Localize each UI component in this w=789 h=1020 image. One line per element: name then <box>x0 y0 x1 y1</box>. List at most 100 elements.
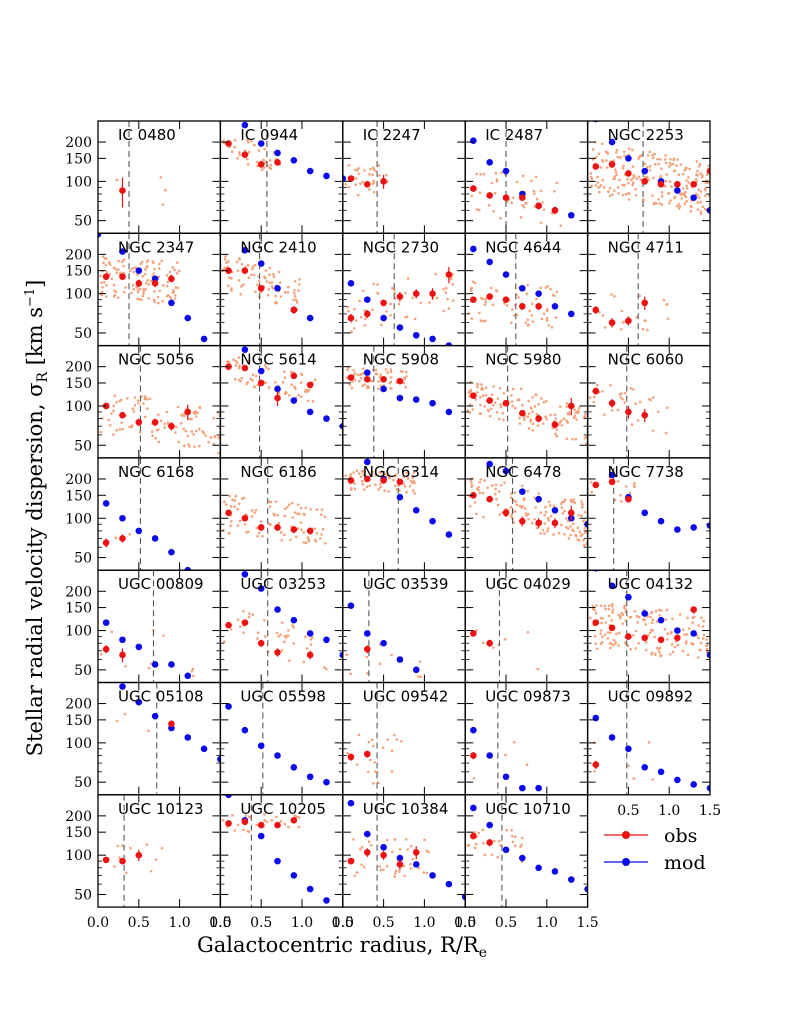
obs-point <box>519 194 526 201</box>
obs-point <box>363 645 371 653</box>
scatter-point <box>136 297 139 301</box>
scatter-point <box>296 503 300 506</box>
mod-point <box>625 155 632 162</box>
scatter-point <box>651 156 655 160</box>
scatter-point <box>246 163 250 166</box>
scatter-point <box>651 618 655 622</box>
scatter-point <box>237 356 241 360</box>
obs-point <box>625 317 632 325</box>
scatter-point <box>533 518 536 521</box>
obs-point <box>290 372 298 380</box>
scatter-point <box>413 317 417 321</box>
scatter-point <box>418 660 422 663</box>
scatter-point <box>634 629 638 633</box>
scatter-point <box>474 842 478 846</box>
obs-point <box>690 606 697 613</box>
obs-point <box>290 306 298 314</box>
scatter-point <box>611 643 615 647</box>
scatter-point <box>490 393 494 397</box>
scatter-point <box>645 640 648 644</box>
scatter-point <box>583 510 587 514</box>
panel-title: UGC 10710 <box>485 800 571 818</box>
scatter-point <box>120 421 124 424</box>
scatter-point <box>521 174 525 178</box>
scatter-point <box>389 370 393 374</box>
scatter-point <box>368 173 371 176</box>
scatter-point <box>619 156 622 159</box>
scatter-point <box>615 173 619 177</box>
scatter-point <box>233 139 237 142</box>
panel-plot-area <box>98 233 208 346</box>
scatter-point <box>229 628 233 631</box>
panel: IC 2487 <box>464 120 589 234</box>
scatter-point <box>323 515 327 519</box>
scatter-point <box>623 154 626 158</box>
obs-point <box>380 376 387 383</box>
scatter-point <box>702 619 706 623</box>
x-tick-label: 1.0 <box>536 915 558 931</box>
scatter-point <box>379 373 382 377</box>
panel-title: UGC 04029 <box>485 575 571 593</box>
scatter-point <box>291 516 294 519</box>
scatter-point <box>525 763 529 767</box>
scatter-point <box>664 179 668 183</box>
scatter-point <box>583 415 586 419</box>
scatter-point <box>495 497 498 501</box>
y-tick-label: 100 <box>65 174 92 190</box>
scatter-point <box>282 533 286 537</box>
scatter-point <box>705 638 709 641</box>
scatter-point <box>279 295 283 298</box>
mod-point <box>323 778 330 786</box>
scatter-point <box>670 185 673 188</box>
scatter-point <box>685 184 688 188</box>
scatter-point <box>579 534 582 538</box>
y-tick-label: 50 <box>74 326 92 342</box>
scatter-point <box>173 268 176 272</box>
scatter-point <box>144 272 147 276</box>
scatter-point <box>478 491 482 495</box>
scatter-point <box>479 412 483 415</box>
scatter-point <box>685 166 688 169</box>
scatter-point <box>224 503 228 506</box>
scatter-point <box>142 402 145 405</box>
panel-plot-area <box>222 570 343 683</box>
y-tick-label: 50 <box>74 775 92 791</box>
mod-point <box>608 582 616 590</box>
scatter-point <box>247 141 250 144</box>
legend-obs-label: obs <box>664 825 697 847</box>
scatter-point <box>546 529 549 533</box>
scatter-point <box>511 840 515 844</box>
mod-point <box>690 781 697 788</box>
scatter-point <box>514 500 518 503</box>
scatter-point <box>139 287 142 291</box>
panel: UGC 05598 <box>219 681 344 796</box>
scatter-point <box>670 643 674 646</box>
scatter-point <box>481 828 485 832</box>
scatter-point <box>699 172 702 175</box>
panel: NGC 5980 <box>464 344 589 459</box>
scatter-point <box>447 307 451 310</box>
panel: UGC 09542 <box>342 681 466 796</box>
scatter-point <box>302 531 306 534</box>
obs-point <box>470 752 477 759</box>
scatter-point <box>574 533 577 537</box>
scatter-point <box>627 764 630 768</box>
scatter-point <box>353 371 356 375</box>
scatter-point <box>676 643 680 647</box>
scatter-point <box>624 608 628 611</box>
scatter-point <box>265 820 269 824</box>
obs-point <box>290 816 298 824</box>
mod-point <box>486 821 493 829</box>
scatter-point <box>309 638 313 641</box>
y-tick-label: 200 <box>65 472 92 488</box>
scatter-point <box>476 382 479 386</box>
scatter-point <box>287 503 291 506</box>
scatter-point <box>523 415 526 419</box>
scatter-point <box>392 288 396 292</box>
scatter-point <box>467 312 471 315</box>
scatter-point <box>567 537 571 540</box>
mod-point <box>290 616 298 624</box>
scatter-point <box>519 387 523 391</box>
scatter-point <box>302 660 306 664</box>
